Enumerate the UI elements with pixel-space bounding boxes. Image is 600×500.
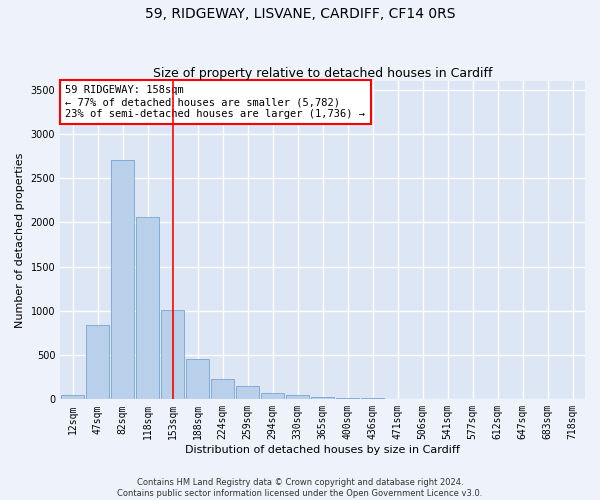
Text: Contains HM Land Registry data © Crown copyright and database right 2024.
Contai: Contains HM Land Registry data © Crown c… [118,478,482,498]
Bar [386,398,409,400]
Bar [211,379,234,400]
Bar [236,386,259,400]
Bar [262,392,284,400]
Bar [286,396,309,400]
Bar [86,325,109,400]
Bar [136,217,159,400]
Bar [112,160,134,400]
Text: 59, RIDGEWAY, LISVANE, CARDIFF, CF14 0RS: 59, RIDGEWAY, LISVANE, CARDIFF, CF14 0RS [145,8,455,22]
Bar [311,396,334,400]
X-axis label: Distribution of detached houses by size in Cardiff: Distribution of detached houses by size … [185,445,460,455]
Bar [161,310,184,400]
Bar [361,398,384,400]
Text: 59 RIDGEWAY: 158sqm
← 77% of detached houses are smaller (5,782)
23% of semi-det: 59 RIDGEWAY: 158sqm ← 77% of detached ho… [65,86,365,118]
Bar [61,395,84,400]
Bar [187,359,209,400]
Bar [337,398,359,400]
Y-axis label: Number of detached properties: Number of detached properties [15,152,25,328]
Title: Size of property relative to detached houses in Cardiff: Size of property relative to detached ho… [153,66,493,80]
